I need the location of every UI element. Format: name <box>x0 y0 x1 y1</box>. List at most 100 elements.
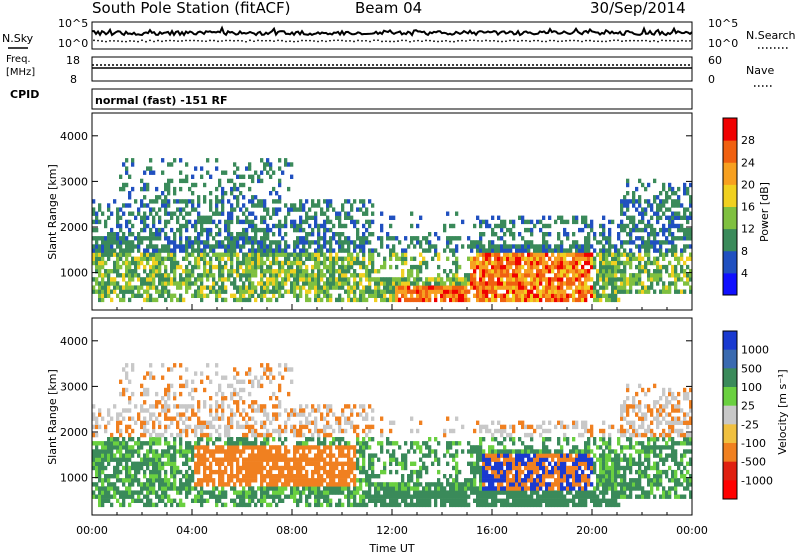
power-cell <box>569 261 572 265</box>
velocity-cell <box>125 441 128 445</box>
velocity-cell <box>314 490 317 494</box>
power-cell <box>107 277 110 281</box>
power-cell <box>488 269 491 273</box>
velocity-cell <box>362 490 365 494</box>
power-cell <box>527 273 530 277</box>
velocity-cell <box>218 458 221 462</box>
power-cell <box>287 273 290 277</box>
power-cell <box>179 171 182 175</box>
velocity-cell <box>395 486 398 490</box>
velocity-cell <box>314 408 317 412</box>
power-cell <box>677 224 680 228</box>
power-cell <box>455 248 458 252</box>
power-cell <box>674 290 677 294</box>
power-cell <box>275 212 278 216</box>
power-colorbar-tick-label: 12 <box>741 223 755 236</box>
velocity-cell <box>266 367 269 371</box>
power-cell <box>158 248 161 252</box>
power-cell <box>317 273 320 277</box>
velocity-cell <box>167 499 170 503</box>
power-cell <box>485 273 488 277</box>
power-cell <box>398 285 401 289</box>
velocity-cell <box>383 503 386 507</box>
velocity-cell <box>128 445 131 449</box>
velocity-cell <box>326 433 329 437</box>
power-cell <box>587 253 590 257</box>
power-cell <box>194 277 197 281</box>
velocity-cell <box>329 482 332 486</box>
velocity-cell <box>269 371 272 375</box>
power-cell <box>98 220 101 224</box>
power-cell <box>557 216 560 220</box>
power-cell <box>404 253 407 257</box>
power-cell <box>251 248 254 252</box>
velocity-cell <box>194 412 197 416</box>
power-cell <box>230 220 233 224</box>
velocity-cell <box>128 433 131 437</box>
velocity-cell <box>251 445 254 449</box>
velocity-cell <box>167 384 170 388</box>
power-cell <box>305 257 308 261</box>
power-cell <box>314 261 317 265</box>
power-cell <box>209 285 212 289</box>
power-cell <box>308 273 311 277</box>
power-cell <box>482 257 485 261</box>
power-cell <box>683 187 686 191</box>
velocity-cell <box>347 441 350 445</box>
noise-search-dot <box>593 40 595 42</box>
noise-search-dot <box>533 40 535 42</box>
power-cell <box>614 294 617 298</box>
power-cell <box>149 236 152 240</box>
power-cell <box>515 294 518 298</box>
power-cell <box>632 216 635 220</box>
velocity-cell <box>275 466 278 470</box>
power-cell <box>185 240 188 244</box>
power-cell <box>644 269 647 273</box>
power-cell <box>290 207 293 211</box>
velocity-cell <box>287 466 290 470</box>
power-cell <box>641 240 644 244</box>
power-cell <box>137 244 140 248</box>
velocity-cell <box>290 486 293 490</box>
power-cell <box>557 273 560 277</box>
power-cell <box>143 224 146 228</box>
power-cell <box>326 228 329 232</box>
velocity-cell <box>293 458 296 462</box>
velocity-cell <box>314 499 317 503</box>
noise-search-dot <box>217 40 219 42</box>
power-cell <box>194 294 197 298</box>
noise-search-dot <box>409 41 411 43</box>
velocity-cell <box>236 474 239 478</box>
power-cell <box>638 290 641 294</box>
power-cell <box>161 294 164 298</box>
velocity-cell <box>356 458 359 462</box>
power-cell <box>125 244 128 248</box>
power-cell <box>284 162 287 166</box>
velocity-cell <box>350 458 353 462</box>
velocity-cell <box>107 421 110 425</box>
power-cell <box>119 253 122 257</box>
power-cell <box>341 277 344 281</box>
power-cell <box>290 203 293 207</box>
power-cell <box>620 269 623 273</box>
power-cell <box>392 277 395 281</box>
velocity-cell <box>149 371 152 375</box>
velocity-cell <box>146 421 149 425</box>
power-cell <box>293 248 296 252</box>
power-cell <box>164 290 167 294</box>
noise-search-dot <box>641 40 643 42</box>
velocity-cell <box>353 478 356 482</box>
power-cell <box>587 236 590 240</box>
power-cell <box>347 281 350 285</box>
power-cell <box>263 199 266 203</box>
power-cell <box>104 294 107 298</box>
power-cell <box>290 253 293 257</box>
power-cell <box>122 248 125 252</box>
noise-search-dot <box>513 40 515 42</box>
power-cell <box>143 281 146 285</box>
velocity-cell <box>170 417 173 421</box>
power-cell <box>494 253 497 257</box>
velocity-cell <box>125 363 128 367</box>
power-cell <box>494 261 497 265</box>
velocity-cell <box>410 445 413 449</box>
